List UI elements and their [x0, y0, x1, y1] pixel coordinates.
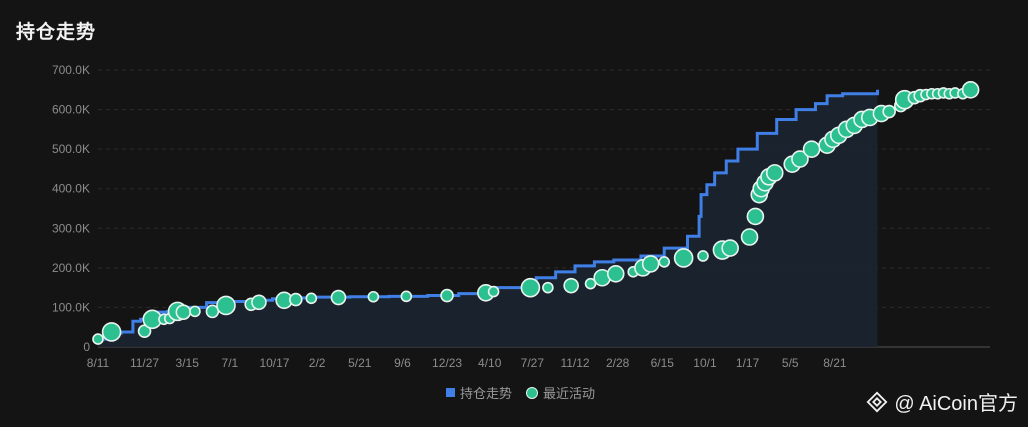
activity-dot — [658, 256, 671, 268]
activity-dot — [563, 277, 579, 294]
x-tick-label: 4/10 — [478, 356, 502, 370]
activity-dot — [305, 292, 318, 305]
x-tick-label: 7/1 — [222, 356, 239, 370]
legend: 持仓走势 最近活动 — [446, 383, 595, 402]
x-tick-label: 8/21 — [823, 356, 847, 370]
activity-dot — [251, 294, 267, 311]
y-tick-label: 0 — [83, 340, 90, 354]
activity-dot — [440, 288, 454, 303]
activity-dot — [721, 239, 739, 257]
activity-dot — [641, 255, 660, 273]
activity-dot — [673, 248, 694, 268]
x-tick-label: 5/5 — [782, 356, 799, 370]
activity-dot — [542, 281, 554, 294]
activity-dot — [216, 295, 236, 316]
activity-dot — [697, 250, 709, 262]
x-tick-label: 12/23 — [432, 356, 462, 370]
x-tick-label: 3/15 — [176, 356, 200, 370]
watermark: @ AiCoin官方 — [866, 387, 1018, 416]
x-tick-label: 2/28 — [606, 356, 630, 370]
activity-dot — [288, 292, 303, 307]
activity-dot — [92, 333, 104, 345]
activity-dot — [802, 140, 821, 158]
y-tick-label: 200.0K — [52, 261, 90, 275]
x-tick-label: 11/12 — [560, 356, 589, 370]
x-tick-label: 6/15 — [651, 356, 675, 370]
legend-label-line: 持仓走势 — [460, 386, 513, 401]
x-tick-label: 11/27 — [130, 356, 159, 370]
x-tick-label: 2/2 — [309, 356, 326, 370]
x-tick-label: 7/27 — [521, 356, 545, 370]
y-axis: 0 100.0K 200.0K 300.0K 400.0K 500.0K 600.0K 700… — [52, 63, 90, 354]
x-tick-label: 5/21 — [348, 356, 372, 370]
activity-dot — [189, 305, 201, 318]
y-tick-label: 700.0K — [52, 63, 90, 77]
activity-dot — [101, 322, 122, 342]
x-tick-label: 8/11 — [87, 356, 110, 370]
x-tick-label: 9/6 — [394, 356, 411, 370]
activity-dot — [765, 164, 784, 182]
activity-dots — [92, 80, 980, 345]
legend-item-dots[interactable]: 最近活动 — [526, 383, 595, 402]
x-tick-label: 10/1 — [693, 356, 717, 370]
y-tick-label: 100.0K — [52, 300, 90, 314]
legend-label-dots: 最近活动 — [543, 386, 596, 401]
activity-dot — [740, 228, 759, 246]
activity-dot — [882, 104, 896, 119]
activity-dot — [791, 150, 809, 168]
activity-dot — [584, 277, 597, 290]
aicoin-logo-icon — [866, 391, 888, 412]
watermark-text: @ AiCoin官方 — [894, 393, 1018, 415]
activity-dot — [961, 80, 980, 99]
activity-dot — [367, 290, 380, 303]
activity-dot — [520, 277, 541, 298]
x-axis: 8/11 11/27 3/15 7/1 10/17 2/2 5/21 9/6 12/23 4/10… — [87, 356, 847, 370]
legend-swatch-dots — [526, 386, 539, 399]
y-tick-label: 600.0K — [52, 103, 90, 117]
activity-dot — [330, 289, 347, 306]
activity-dot — [175, 304, 192, 320]
legend-swatch-line — [446, 388, 455, 397]
activity-dot — [400, 290, 413, 303]
chart-title: 持仓走势 — [16, 22, 97, 43]
y-tick-label: 400.0K — [52, 182, 90, 196]
y-tick-label: 500.0K — [52, 142, 90, 156]
x-tick-label: 10/17 — [259, 356, 289, 370]
activity-dot — [746, 207, 765, 226]
activity-dot — [606, 264, 625, 283]
y-tick-label: 300.0K — [52, 221, 90, 235]
legend-item-line[interactable]: 持仓走势 — [446, 383, 512, 402]
activity-dot — [487, 285, 500, 298]
area-fill — [98, 89, 878, 348]
x-tick-label: 1/17 — [736, 356, 760, 370]
